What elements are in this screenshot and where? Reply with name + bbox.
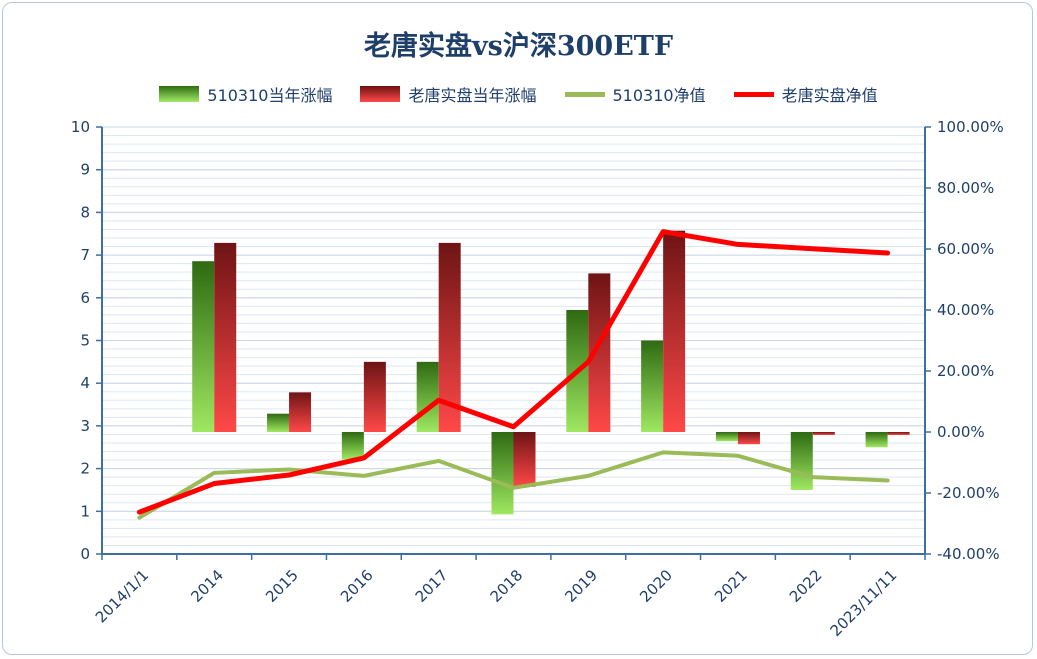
legend-swatch-green-bar <box>159 86 200 102</box>
legend-label: 510310净值 <box>612 86 706 105</box>
x-tick-label: 2015 <box>262 566 302 606</box>
left-tick-label: 9 <box>80 161 90 179</box>
left-tick-label: 8 <box>80 203 90 221</box>
portfolio-change-bar-2020 <box>663 230 686 432</box>
portfolio-change-bar-2015 <box>289 392 312 432</box>
etf-change-bar-2014 <box>192 261 215 432</box>
x-tick-label: 2014 <box>187 566 227 606</box>
legend-swatch-green-line <box>564 91 605 97</box>
etf-change-bar-2016 <box>341 432 364 460</box>
legend-label: 老唐实盘当年涨幅 <box>408 86 537 105</box>
portfolio-change-bar-2023/11/11 <box>887 432 910 436</box>
legend-item-portfolio-nav: 老唐实盘净值 <box>733 82 878 106</box>
portfolio-change-bar-2018 <box>513 432 536 487</box>
etf-change-bar-2020 <box>641 340 664 432</box>
etf-change-bar-2022 <box>790 432 813 490</box>
right-tick-label: 80.00% <box>937 179 994 197</box>
legend: 510310当年涨幅 老唐实盘当年涨幅 510310净值 老唐实盘净值 <box>0 82 1037 106</box>
etf-change-bar-2023/11/11 <box>865 432 888 448</box>
legend-swatch-red-line <box>733 91 774 97</box>
x-tick-label: 2020 <box>636 566 676 606</box>
x-tick-label: 2022 <box>786 566 826 606</box>
right-tick-label: 40.00% <box>937 301 994 319</box>
x-tick-label: 2018 <box>487 566 527 606</box>
right-tick-label: 20.00% <box>937 362 994 380</box>
left-tick-label: 1 <box>80 502 90 520</box>
left-tick-label: 0 <box>80 545 90 563</box>
x-tick-label: 2017 <box>412 566 452 606</box>
chart-title: 老唐实盘vs沪深300ETF <box>363 31 674 62</box>
right-tick-label: -20.00% <box>937 484 1000 502</box>
etf-change-bar-2018 <box>491 432 514 515</box>
portfolio-change-bar-2016 <box>363 361 386 432</box>
portfolio-change-bar-2019 <box>588 273 611 432</box>
left-tick-label: 5 <box>80 332 90 350</box>
left-tick-label: 10 <box>71 118 90 136</box>
x-tick-label: 2021 <box>711 566 751 606</box>
right-tick-label: -40.00% <box>937 545 1000 563</box>
right-tick-label: 60.00% <box>937 240 994 258</box>
portfolio-change-bar-2014 <box>214 242 237 432</box>
left-tick-label: 7 <box>80 246 90 264</box>
etf-change-bar-2015 <box>267 413 290 432</box>
x-tick-label: 2019 <box>561 566 601 606</box>
legend-label: 510310当年涨幅 <box>207 86 333 105</box>
left-tick-label: 3 <box>80 417 90 435</box>
portfolio-change-bar-2022 <box>812 432 835 436</box>
portfolio-change-bar-2017 <box>438 242 461 432</box>
legend-swatch-red-bar <box>360 86 401 102</box>
legend-label: 老唐实盘净值 <box>781 86 878 105</box>
legend-item-etf-change: 510310当年涨幅 <box>159 82 332 106</box>
etf-change-bar-2017 <box>416 361 439 432</box>
right-tick-label: 0.00% <box>937 423 985 441</box>
portfolio-change-bar-2021 <box>737 432 760 445</box>
etf-change-bar-2021 <box>715 432 738 442</box>
x-tick-label: 2023/11/11 <box>827 566 901 640</box>
legend-item-etf-nav: 510310净值 <box>564 82 706 106</box>
left-tick-label: 4 <box>80 374 90 392</box>
right-tick-label: 100.00% <box>937 118 1004 136</box>
x-tick-label: 2014/1/1 <box>92 566 152 626</box>
left-tick-label: 6 <box>80 289 90 307</box>
left-tick-label: 2 <box>80 460 90 478</box>
x-tick-label: 2016 <box>337 566 377 606</box>
legend-item-portfolio-change: 老唐实盘当年涨幅 <box>360 82 537 106</box>
